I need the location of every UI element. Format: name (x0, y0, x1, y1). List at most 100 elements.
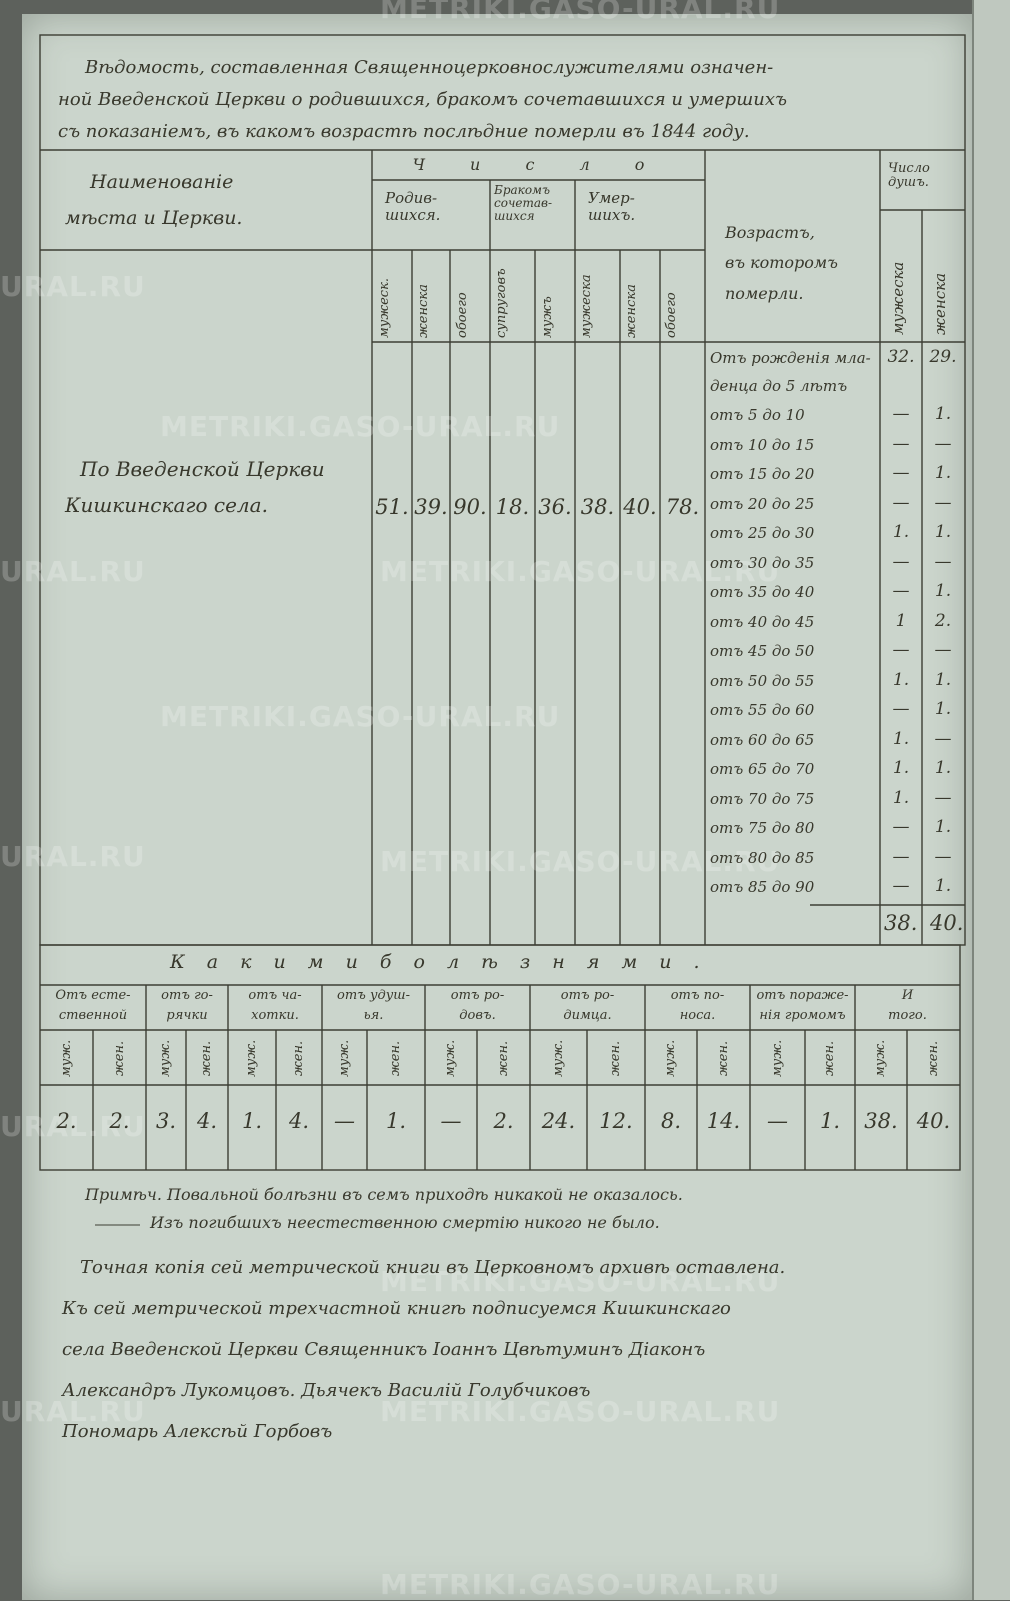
age-male-count: 32. (887, 347, 915, 367)
column-subheader: мужеск. (377, 278, 392, 338)
column-subheader: обоего (455, 292, 470, 338)
age-range-label: отъ 30 до 35 (710, 553, 815, 572)
disease-female-count: 14. (706, 1109, 741, 1133)
count-value: 36. (538, 495, 572, 519)
female-label: жен. (715, 1040, 731, 1076)
watermark-text: URAL.RU (0, 270, 146, 303)
disease-group-header-2: ья. (363, 1009, 384, 1023)
age-column-header: Возрастъ, въ которомъ померли. (725, 218, 838, 309)
male-label: муж. (550, 1039, 566, 1077)
age-female-count: 1. (934, 581, 952, 601)
certification-line: Пономарь Алексѣй Горбовъ (62, 1421, 333, 1442)
title-line: ной Введенской Церкви о родившихся, брак… (58, 89, 787, 110)
column-subheader: обоего (664, 292, 679, 338)
age-female-count: 1. (934, 522, 952, 542)
disease-group-header: отъ удуш- (337, 989, 410, 1003)
female-label: жен. (388, 1040, 403, 1076)
age-header-line: въ которомъ (725, 253, 838, 273)
age-range-label: отъ 25 до 30 (710, 524, 815, 542)
age-female-count: 1. (934, 404, 952, 424)
male-label: муж. (769, 1039, 785, 1077)
disease-male-count: 1. (241, 1109, 263, 1133)
female-label: жен. (925, 1040, 941, 1076)
female-label: жен. (822, 1040, 837, 1076)
died-header-line: Умер- (588, 189, 635, 207)
disease-male-count: 2. (56, 1109, 77, 1133)
age-male-count: 1 (895, 610, 907, 631)
count-value: 40. (623, 495, 657, 519)
married-header-line: шихся (494, 209, 535, 224)
disease-group-header-2: рячки (166, 1009, 208, 1023)
disease-group-header: отъ по- (670, 989, 725, 1003)
count-value: 39. (414, 495, 448, 519)
disease-group-header-2: димца. (563, 1009, 612, 1023)
age-male-count: — (892, 640, 910, 660)
watermark-text: URAL.RU (0, 555, 146, 588)
age-male-count: — (892, 876, 910, 896)
disease-group-header-2: хотки. (251, 1009, 299, 1023)
female-label: жен. (495, 1040, 511, 1076)
male-label: муж. (158, 1039, 173, 1077)
disease-group-header-2: носа. (679, 1009, 716, 1023)
disease-female-count: 4. (196, 1109, 218, 1133)
age-range-label: отъ 40 до 45 (710, 612, 815, 631)
age-female-count: — (934, 846, 952, 867)
souls-subheader: мужеска (889, 261, 907, 335)
age-range-label: отъ 10 до 15 (710, 435, 815, 454)
age-range-label: отъ 60 до 65 (710, 730, 815, 749)
title-line: съ показанiемъ, въ какомъ возрастѣ послѣ… (58, 121, 750, 142)
watermark-text: URAL.RU (0, 1110, 146, 1143)
age-female-count: 1. (934, 669, 952, 690)
age-female-count: — (934, 787, 952, 808)
age-female-count: 1. (934, 699, 952, 719)
disease-group-header-2: нiя громомъ (759, 1009, 846, 1023)
female-label: жен. (608, 1040, 623, 1076)
age-total-male: 38. (884, 911, 918, 935)
age-male-count: — (892, 846, 910, 867)
watermark-text: METRIKI.GASO-URAL.RU (380, 0, 781, 25)
female-label: жен. (111, 1040, 127, 1076)
disease-group-header: отъ го- (161, 989, 213, 1003)
place-column-header: Наименованiе (90, 172, 233, 193)
watermark-text: METRIKI.GASO-URAL.RU (380, 1265, 781, 1298)
age-female-count: 29. (929, 347, 957, 367)
disease-group-header: Отъ есте- (55, 989, 131, 1003)
age-male-count: — (892, 581, 910, 601)
disease-male-count: 3. (155, 1109, 177, 1133)
place-column-header-2: мѣста и Церкви. (65, 208, 242, 229)
place-name: По Введенской Церкви Кишкинскаго села. (65, 458, 325, 516)
place-column-header-line-1: Наименованiе (90, 171, 234, 193)
male-label: муж. (244, 1039, 259, 1077)
title-line: Вѣдомость, составленная Священноцерковно… (85, 57, 774, 78)
age-range-label: отъ 70 до 75 (710, 789, 815, 808)
disease-female-count: 1. (385, 1109, 407, 1133)
married-header-line: Бракомъ (494, 183, 550, 197)
diseases-heading: К а к и м и б о л ѣ з н я м и . (170, 951, 708, 973)
column-subheader: женска (624, 284, 639, 338)
age-header-line: померли. (725, 283, 804, 303)
note-2: Изъ погибшихъ неестественною смертiю ник… (150, 1213, 660, 1232)
disease-female-count: 2. (493, 1109, 514, 1133)
disease-female-count: 40. (916, 1109, 951, 1133)
age-range-label: отъ 80 до 85 (710, 848, 815, 867)
age-total-female: 40. (930, 911, 964, 935)
male-label: муж. (336, 1039, 352, 1077)
age-male-count: — (892, 492, 910, 513)
age-female-count: — (934, 551, 952, 572)
watermark-text: URAL.RU (0, 1395, 146, 1428)
age-range-label: Отъ рожденiя мла- (710, 349, 871, 367)
age-range-label: отъ 15 до 20 (710, 465, 815, 483)
male-label: муж. (873, 1039, 888, 1077)
male-label: муж. (58, 1039, 74, 1077)
age-female-count: 1. (934, 758, 952, 778)
disease-male-count: 8. (660, 1109, 682, 1133)
age-range-label: отъ 5 до 10 (710, 406, 805, 424)
age-male-count: — (892, 433, 910, 454)
age-range-label: отъ 20 до 25 (710, 494, 815, 513)
watermark-text: METRIKI.GASO-URAL.RU (160, 410, 561, 443)
female-label: жен. (291, 1040, 306, 1076)
age-female-count: 2. (934, 610, 952, 631)
souls-header-line: Число (888, 161, 930, 176)
age-male-count: — (892, 699, 910, 719)
